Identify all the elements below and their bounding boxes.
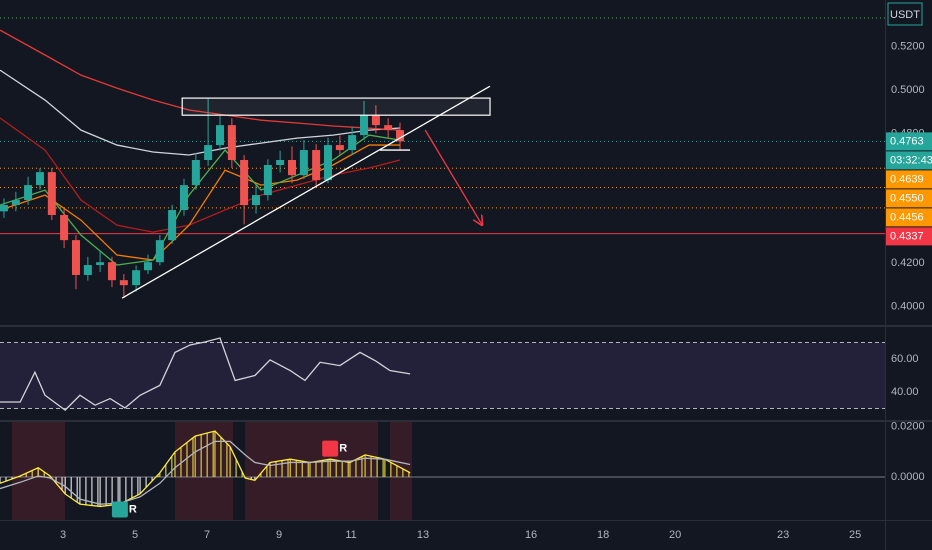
pane: RR	[0, 430, 885, 518]
candle-body	[312, 150, 321, 181]
x-tick-label: 18	[597, 529, 609, 541]
price-label-box	[886, 208, 932, 227]
y-tick-label: 0.5000	[891, 84, 925, 96]
candle-body	[204, 145, 213, 161]
candle-body	[119, 280, 128, 286]
candle-body	[60, 215, 69, 241]
price-label-box	[886, 227, 932, 246]
candle-body	[191, 160, 200, 186]
plot-layer: RR	[0, 17, 885, 518]
signal-marker	[322, 440, 339, 457]
x-tick-label: 11	[345, 529, 356, 541]
candle-body	[155, 240, 164, 263]
price-label-box	[886, 170, 932, 189]
signal-marker	[111, 501, 128, 518]
axis-layer: 3579111316182023250.52000.50000.48000.42…	[60, 2, 932, 541]
pane	[0, 17, 885, 299]
y-tick-label: 0.0000	[891, 471, 925, 483]
y-tick-label: 40.00	[891, 386, 919, 398]
candle-body	[371, 114, 380, 126]
pane	[0, 337, 885, 411]
indicator-line	[0, 117, 401, 233]
candle-body	[143, 262, 152, 271]
price-label-box	[886, 132, 932, 151]
x-tick-label: 20	[669, 529, 681, 541]
candle-body	[276, 160, 285, 165]
candle-body	[263, 164, 272, 196]
currency-label: USDT	[890, 9, 920, 21]
candle-body	[179, 185, 188, 211]
trendline	[121, 85, 491, 299]
x-tick-label: 13	[417, 529, 429, 541]
candle-body	[251, 195, 260, 206]
candle-body	[348, 135, 357, 151]
candle-body	[96, 262, 105, 266]
price-label: 0.4763	[890, 135, 924, 147]
candle-body	[287, 160, 296, 176]
indicator-line	[0, 29, 401, 131]
x-tick-label: 9	[276, 529, 282, 541]
x-tick-label: 7	[204, 529, 210, 541]
indicator-line	[0, 440, 411, 505]
candle-body	[227, 125, 236, 161]
indicator-line	[0, 144, 401, 261]
candle-body	[47, 172, 56, 216]
x-tick-label: 25	[849, 529, 861, 541]
candle-body	[396, 130, 405, 142]
candle-body	[299, 150, 308, 176]
price-label: 0.4639	[890, 173, 924, 185]
indicator-line	[0, 337, 411, 411]
indicator-line	[0, 134, 401, 266]
x-tick-label: 16	[525, 529, 537, 541]
y-tick-label: 0.4000	[891, 301, 925, 313]
candle-body	[384, 125, 393, 131]
price-label: 0.4456	[890, 211, 924, 223]
countdown-label-box	[886, 151, 932, 170]
candle-body	[215, 125, 224, 146]
x-tick-label: 3	[60, 529, 66, 541]
x-tick-label: 23	[777, 529, 789, 541]
candle-body	[35, 172, 44, 186]
price-label: 0.4550	[890, 192, 924, 204]
signal-label: R	[129, 503, 137, 515]
y-tick-label: 60.00	[891, 353, 919, 365]
rsi-band	[0, 342, 885, 409]
price-label-box	[886, 189, 932, 208]
price-label: 0.4337	[890, 230, 924, 242]
candle-body	[324, 145, 333, 181]
candle-body	[107, 262, 116, 281]
candle-body	[132, 270, 141, 286]
candle-body	[71, 240, 80, 275]
indicator-line	[0, 430, 411, 508]
candle-body	[240, 160, 249, 206]
zone	[175, 422, 233, 520]
x-tick-label: 5	[132, 529, 138, 541]
currency-box	[887, 2, 923, 26]
resistance-box	[181, 97, 491, 116]
zone	[245, 422, 378, 520]
y-tick-label: 0.0200	[891, 421, 925, 433]
signal-label: R	[339, 443, 347, 455]
candle-body	[335, 145, 344, 151]
candle-body	[0, 205, 8, 212]
countdown-label: 03:32:43	[890, 154, 932, 166]
candle-body	[83, 265, 92, 275]
candle-body	[360, 114, 369, 136]
candle-body	[168, 210, 177, 241]
y-tick-label: 0.5200	[891, 41, 925, 53]
zone	[390, 422, 412, 520]
arrow	[424, 129, 482, 225]
candle-body	[24, 185, 33, 201]
candle-body	[11, 200, 20, 206]
y-tick-label: 0.4200	[891, 257, 925, 269]
